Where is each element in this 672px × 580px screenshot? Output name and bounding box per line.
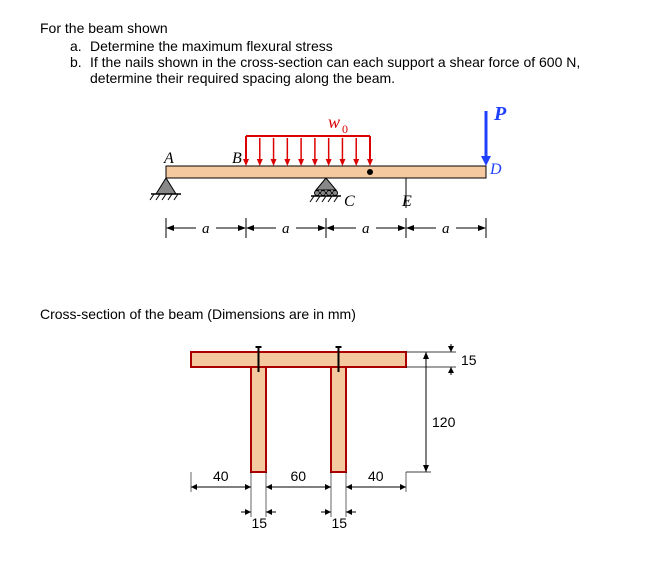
problem-text: For the beam shown a. Determine the maxi… [40, 20, 632, 86]
part-text-a: Determine the maximum flexural stress [90, 38, 632, 54]
svg-text:40: 40 [213, 468, 229, 484]
svg-text:a: a [362, 221, 370, 237]
part-letter-b: b. [70, 54, 90, 86]
svg-text:15: 15 [332, 515, 348, 531]
svg-text:C: C [344, 193, 355, 210]
svg-text:a: a [202, 221, 210, 237]
part-text-b: If the nails shown in the cross-section … [90, 54, 632, 86]
svg-text:120: 120 [432, 414, 456, 430]
problem-part-b: b. If the nails shown in the cross-secti… [70, 54, 632, 86]
svg-text:P: P [493, 106, 507, 125]
svg-text:B: B [232, 150, 242, 167]
problem-part-a: a. Determine the maximum flexural stress [70, 38, 632, 54]
svg-text:15: 15 [252, 515, 268, 531]
cross-section-label: Cross-section of the beam (Dimensions ar… [40, 306, 632, 322]
svg-text:A: A [163, 150, 174, 167]
svg-text:0: 0 [342, 122, 348, 136]
svg-text:40: 40 [368, 468, 384, 484]
beam-diagram: w0PABCEDaaaa [136, 106, 536, 276]
problem-intro: For the beam shown [40, 20, 632, 36]
cross-section-diagram: 15 120 40 60 40 15 15 [161, 332, 511, 532]
svg-text:w: w [328, 112, 340, 132]
svg-text:a: a [442, 221, 450, 237]
part-letter-a: a. [70, 38, 90, 54]
svg-text:60: 60 [291, 468, 307, 484]
svg-text:15: 15 [461, 352, 477, 368]
svg-text:D: D [489, 161, 502, 178]
svg-text:a: a [282, 221, 290, 237]
